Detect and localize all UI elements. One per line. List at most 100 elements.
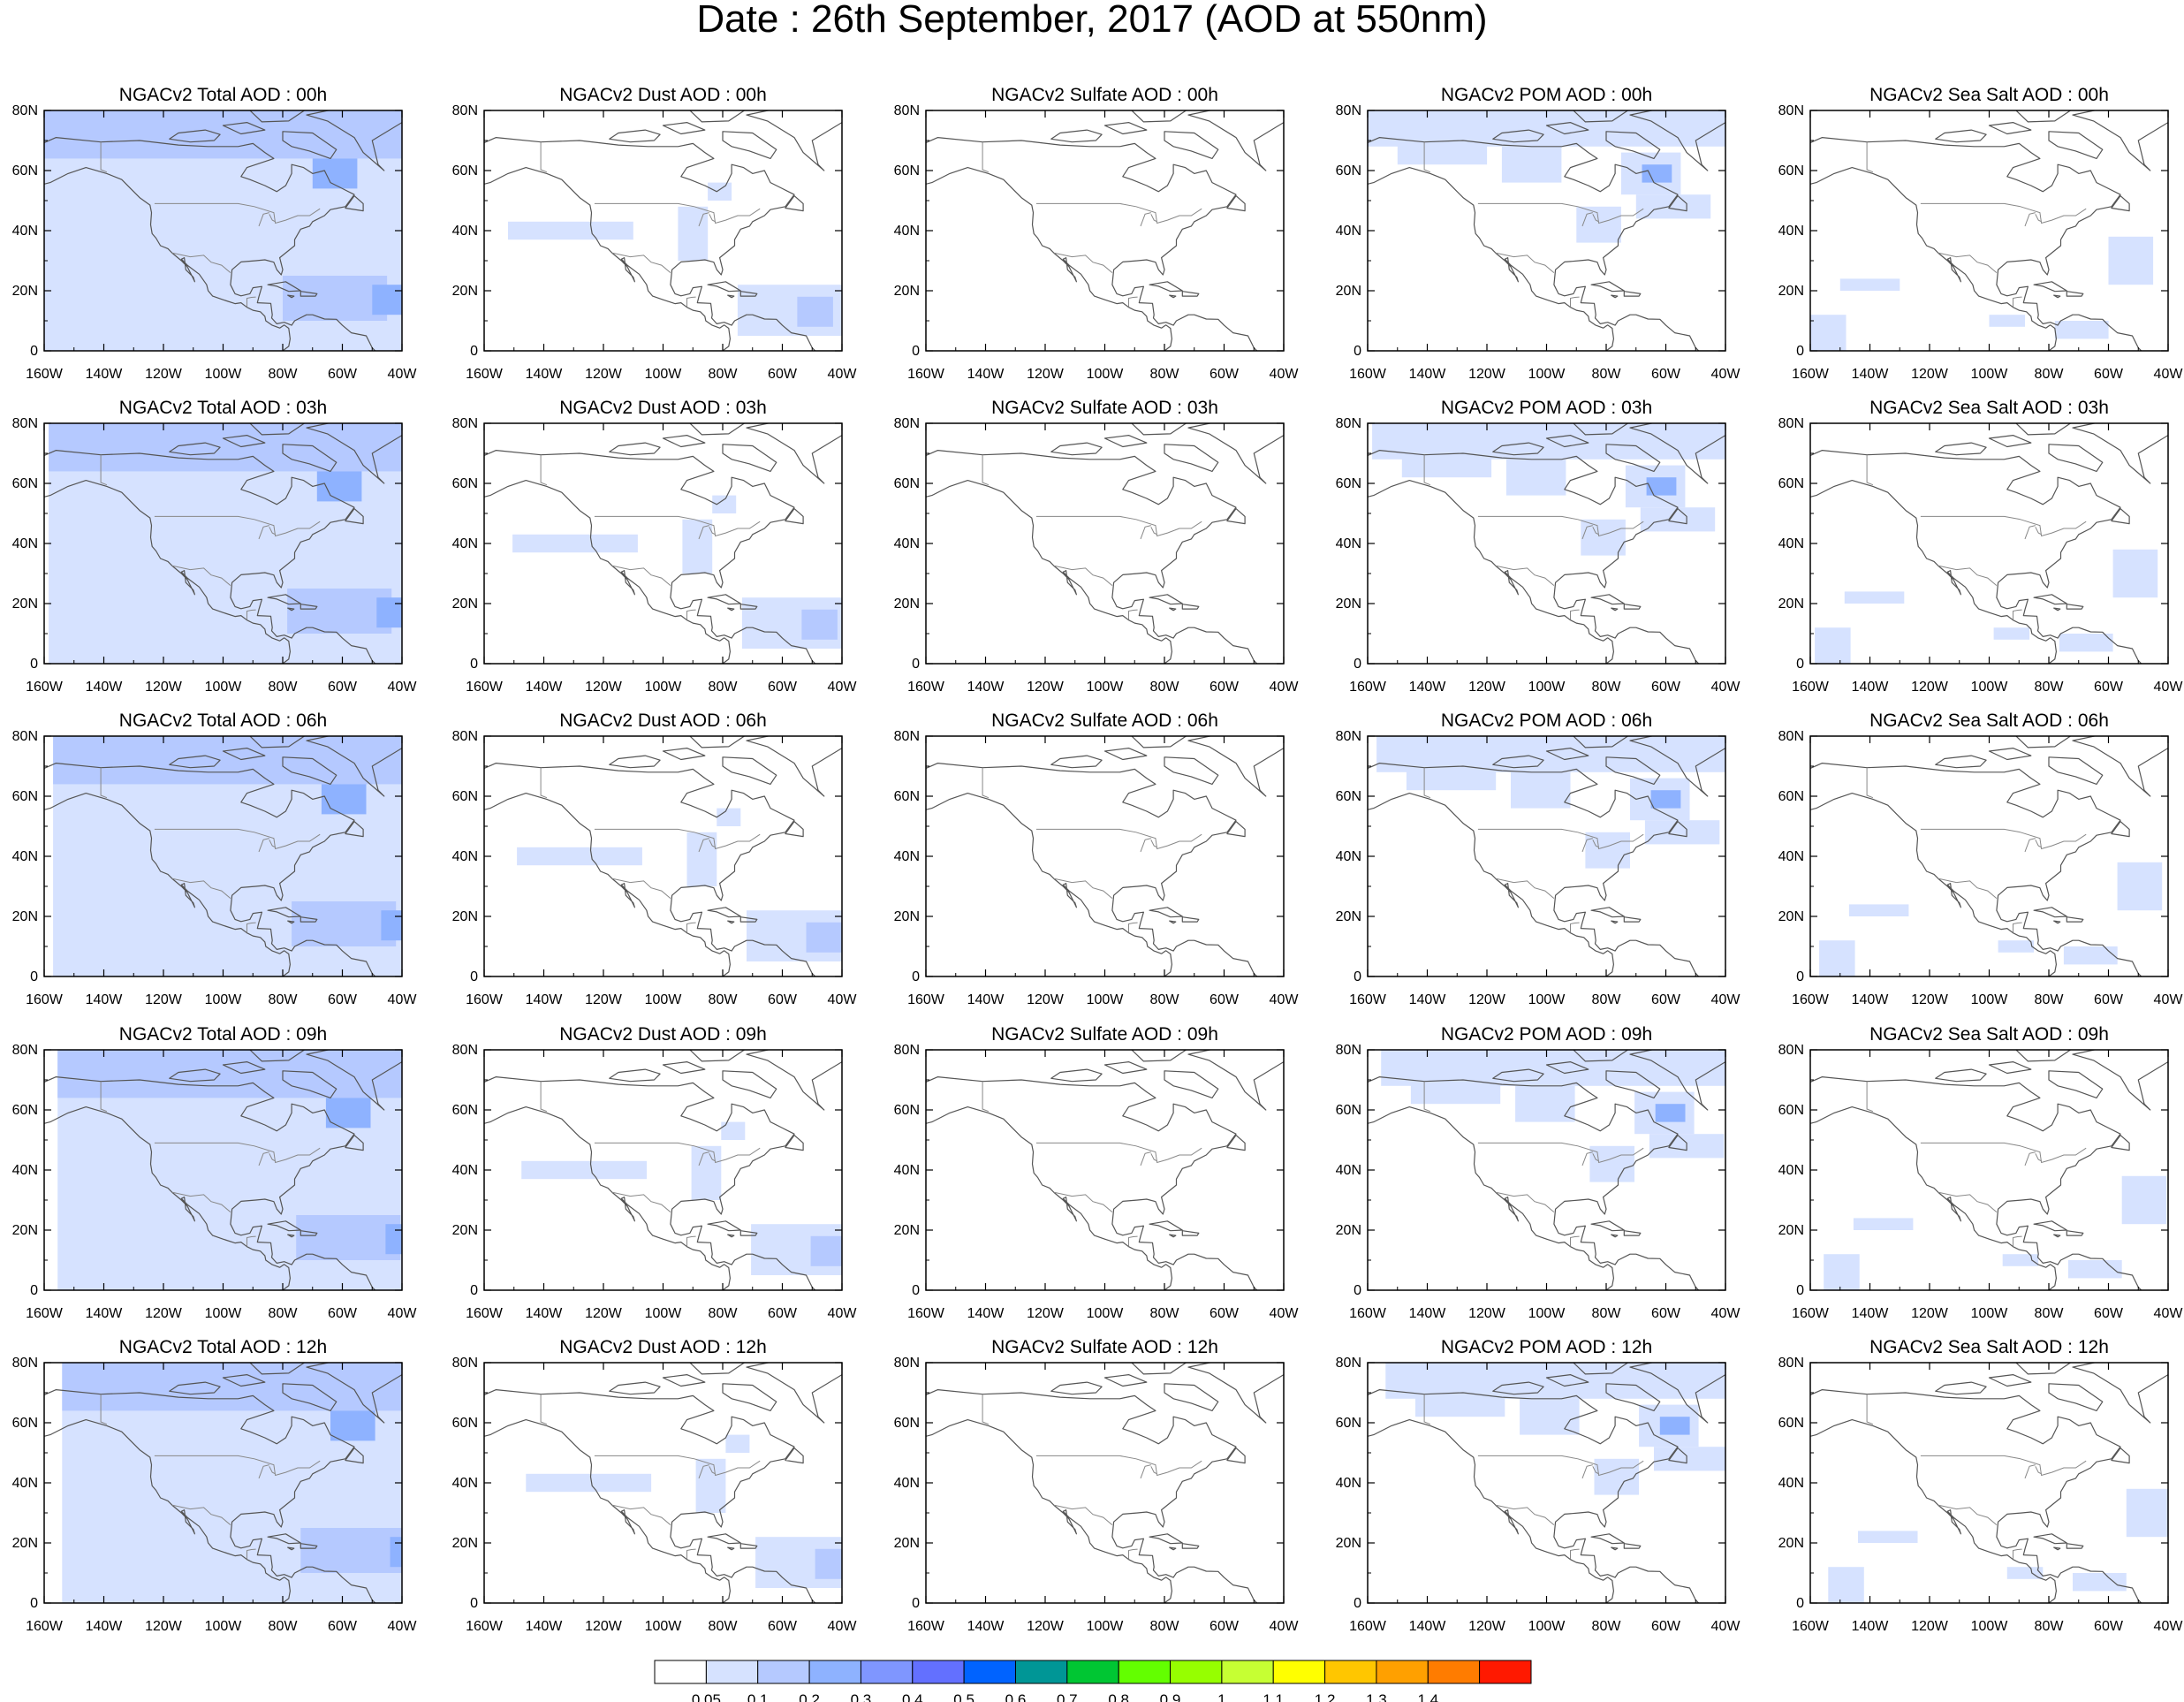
aod-shading	[312, 158, 358, 189]
x-tick-label: 80W	[1150, 1306, 1180, 1321]
y-tick-label: 80N	[1778, 729, 1804, 744]
y-tick-label: 20N	[1778, 284, 1804, 299]
island-outline	[2015, 423, 2072, 436]
border-line	[1920, 202, 2087, 224]
island-outline	[287, 920, 295, 924]
border-line	[1592, 1153, 1599, 1162]
border-line	[1035, 1455, 1202, 1477]
colorbar-box	[705, 1660, 759, 1684]
border-line	[686, 922, 696, 933]
panel-title: NGACv2 Sea Salt AOD : 06h	[1869, 710, 2109, 731]
island-outline	[287, 1234, 295, 1238]
x-tick-label: 160W	[466, 367, 504, 382]
y-tick-label: 40N	[12, 1163, 38, 1178]
x-tick-label: 120W	[585, 680, 623, 695]
y-tick-label: 20N	[12, 284, 38, 299]
y-tick-label: 40N	[894, 1476, 920, 1491]
border-line	[1495, 1504, 1555, 1525]
aod-shading	[721, 1121, 746, 1140]
coastline	[484, 1106, 731, 1290]
island-outline	[689, 1050, 746, 1062]
y-tick-label: 60N	[1778, 789, 1804, 804]
border-line	[611, 1504, 671, 1525]
coastline	[44, 1389, 376, 1603]
y-tick-label: 40N	[1778, 536, 1804, 551]
border-line	[1128, 1235, 1138, 1247]
y-tick-label: 60N	[1778, 1103, 1804, 1118]
border-line	[611, 565, 671, 586]
island-outline	[1573, 423, 1629, 436]
y-tick-label: 0	[30, 969, 38, 984]
aod-shading	[1646, 477, 1677, 496]
border-line	[1053, 1191, 1113, 1212]
colorbar-box	[860, 1660, 914, 1684]
island-outline	[662, 122, 706, 135]
aod-shading	[708, 182, 732, 201]
x-tick-label: 140W	[1852, 1619, 1890, 1634]
y-tick-label: 0	[470, 1596, 478, 1611]
y-tick-label: 20N	[452, 1223, 478, 1238]
island-outline	[1545, 1061, 1589, 1075]
y-tick-label: 20N	[1336, 1536, 1361, 1551]
island-outline	[662, 1374, 706, 1387]
island-outline	[1590, 281, 1625, 293]
border-line	[698, 838, 709, 853]
island-outline	[1149, 281, 1183, 293]
x-tick-label: 80W	[1150, 680, 1180, 695]
coastline	[44, 1419, 291, 1603]
island-outline	[1103, 1061, 1148, 1075]
y-tick-label: 20N	[12, 1536, 38, 1551]
border-line	[540, 141, 548, 173]
island-outline	[1226, 195, 1246, 212]
island-outline	[1164, 756, 1219, 785]
coastline	[1368, 763, 1700, 976]
border-line	[1938, 1504, 1998, 1525]
y-tick-label: 0	[1354, 1283, 1361, 1298]
island-outline	[746, 736, 842, 797]
island-outline	[2066, 1543, 2084, 1549]
island-outline	[785, 821, 804, 838]
coastline	[1368, 137, 1700, 351]
island-outline	[727, 920, 735, 924]
y-tick-label: 0	[1796, 1596, 1804, 1611]
aod-shading	[810, 1235, 842, 1266]
y-tick-label: 60N	[1336, 163, 1361, 179]
map-panel-dust-2: NGACv2 Dust AOD : 06h 160W 140W 120W 100W 80W…	[452, 710, 858, 1007]
island-outline	[746, 1050, 842, 1111]
island-outline	[1935, 755, 1987, 769]
island-outline	[1226, 1447, 1246, 1464]
island-outline	[2072, 423, 2168, 484]
aod-shading	[296, 1215, 401, 1260]
panel-title: NGACv2 Dust AOD : 03h	[559, 398, 767, 418]
island-outline	[1181, 291, 1200, 297]
border-line	[1150, 527, 1157, 536]
island-outline	[1131, 423, 1187, 436]
border-line	[100, 141, 108, 173]
x-tick-label: 100W	[645, 1619, 683, 1634]
border-line	[2035, 214, 2042, 223]
figure-title: Date : 26th September, 2017 (AOD at 550n…	[696, 0, 1488, 41]
border-line	[709, 1466, 716, 1475]
aod-shading	[2002, 1254, 2039, 1266]
x-tick-label: 100W	[1528, 680, 1566, 695]
aod-shading	[517, 847, 642, 866]
island-outline	[2072, 1363, 2168, 1424]
island-outline	[1605, 1383, 1661, 1411]
x-tick-label: 60W	[2094, 992, 2124, 1007]
island-outline	[722, 131, 777, 159]
x-tick-label: 160W	[1792, 367, 1830, 382]
island-outline	[662, 748, 706, 761]
x-tick-label: 100W	[1528, 1306, 1566, 1321]
island-outline	[739, 291, 758, 297]
x-tick-label: 80W	[1592, 680, 1622, 695]
aod-shading	[2059, 634, 2113, 652]
border-line	[1495, 252, 1555, 273]
map-field	[926, 736, 1284, 976]
aod-shading	[376, 597, 402, 628]
border-line	[1920, 1142, 2087, 1164]
map-field	[44, 736, 402, 976]
coastline	[44, 763, 376, 976]
island-outline	[2066, 291, 2084, 297]
island-outline	[282, 756, 337, 785]
map-panel-sulfate-2: NGACv2 Sulfate AOD : 06h 160W 140W 120W 100W…	[894, 710, 1300, 1007]
